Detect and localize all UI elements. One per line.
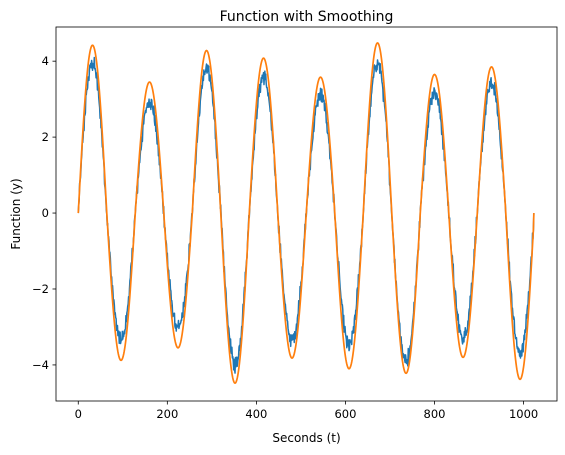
plot-frame	[55, 26, 558, 402]
x-tick-label: 1000	[509, 407, 538, 421]
x-tick-label: 800	[424, 407, 446, 421]
x-tick-label: 0	[75, 407, 82, 421]
x-axis-label: Seconds (t)	[272, 431, 340, 445]
y-tick-label: −4	[32, 358, 49, 372]
ticks-layer: 0 200 400 600 800 1000 −4 −2 0 2 4	[32, 54, 538, 421]
x-tick-label: 200	[156, 407, 178, 421]
x-tick-label: 400	[245, 407, 267, 421]
y-tick-label: 4	[42, 54, 49, 68]
y-tick-label: 0	[42, 206, 49, 220]
y-tick-label: −2	[32, 282, 49, 296]
chart-title: Function with Smoothing	[220, 9, 394, 25]
y-tick-label: 2	[42, 130, 49, 144]
x-tick-label: 600	[334, 407, 356, 421]
y-axis-label: Function (y)	[9, 178, 23, 249]
series-layer	[77, 42, 535, 384]
series-line-smoothed	[77, 42, 535, 384]
